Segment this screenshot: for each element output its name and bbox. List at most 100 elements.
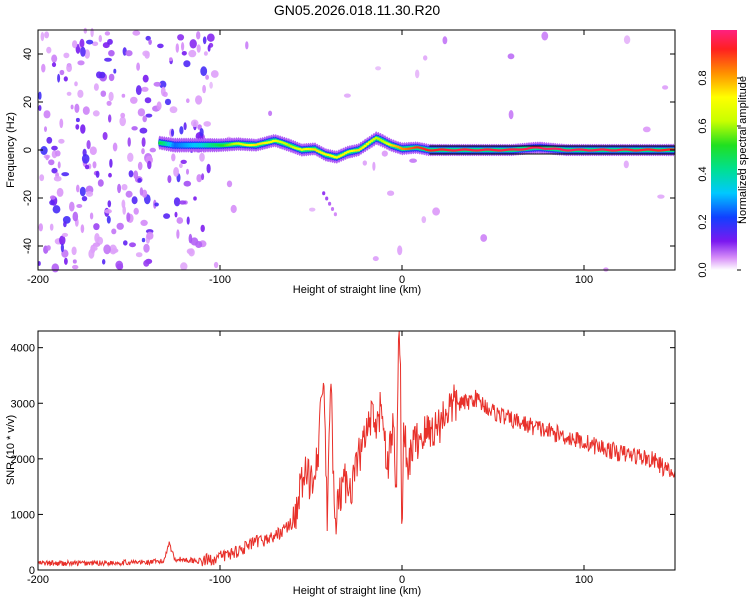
- colorbar-scale: [711, 30, 737, 270]
- spectrogram-noise: [37, 27, 669, 273]
- noise-blob: [77, 60, 85, 66]
- noise-blob: [58, 138, 65, 144]
- noise-blob: [77, 89, 84, 98]
- noise-blob: [46, 136, 53, 144]
- noise-blob: [81, 154, 90, 164]
- noise-blob: [372, 161, 376, 171]
- noise-blob: [76, 204, 83, 208]
- noise-blob: [372, 256, 379, 262]
- noise-blob: [95, 170, 100, 178]
- noise-blob: [442, 36, 448, 45]
- noise-blob: [642, 126, 651, 133]
- noise-blob: [226, 180, 233, 188]
- noise-blob: [89, 146, 97, 155]
- spectrogram-y-tick-label: -20: [22, 190, 34, 206]
- spectrogram-y-tick-label: 20: [22, 96, 34, 108]
- ridge-segment: [363, 144, 367, 147]
- noise-blob: [136, 62, 141, 71]
- noise-blob: [169, 57, 173, 62]
- noise-blob: [387, 190, 395, 196]
- snr-background: [38, 331, 675, 570]
- spectrogram-x-tick-label: 0: [399, 274, 405, 286]
- noise-blob: [100, 90, 107, 97]
- spectrogram-y-axis-label: Frequency (Hz): [5, 112, 17, 188]
- snr-y-axis-label: SNR (10 * v/v): [5, 415, 17, 485]
- noise-blob: [84, 49, 90, 59]
- noise-blob: [508, 110, 514, 120]
- noise-blob: [343, 93, 351, 98]
- noise-blob: [122, 205, 126, 215]
- noise-blob: [183, 122, 187, 131]
- ridge-segment: [370, 139, 374, 142]
- noise-blob: [156, 101, 162, 111]
- artifact-blob: [328, 201, 332, 206]
- noise-blob: [183, 180, 192, 187]
- noise-blob: [127, 152, 134, 162]
- noise-blob: [179, 126, 184, 135]
- noise-blob: [480, 234, 488, 242]
- noise-blob: [38, 105, 42, 111]
- noise-blob: [109, 244, 117, 255]
- noise-blob: [141, 189, 148, 198]
- noise-blob: [186, 98, 190, 103]
- noise-blob: [141, 86, 149, 92]
- noise-blob: [268, 110, 273, 117]
- snr-series-line: [37, 331, 676, 568]
- noise-blob: [107, 200, 112, 208]
- noise-blob: [199, 128, 204, 137]
- noise-blob: [146, 231, 154, 240]
- noise-blob: [132, 30, 141, 36]
- noise-blob: [196, 31, 201, 40]
- noise-blob: [196, 44, 201, 53]
- noise-blob: [173, 197, 181, 207]
- spectrogram-x-tick-label: -200: [27, 274, 49, 286]
- noise-blob: [91, 246, 98, 251]
- noise-blob: [176, 217, 184, 224]
- noise-blob: [108, 172, 112, 178]
- snr-x-tick-label: 0: [399, 574, 405, 586]
- noise-blob: [149, 147, 156, 153]
- noise-blob: [108, 114, 112, 123]
- snr-x-tick-label: -100: [209, 574, 231, 586]
- noise-blob: [51, 263, 60, 273]
- snr-y-tick-label: 0: [29, 565, 35, 577]
- noise-blob: [79, 38, 85, 48]
- noise-blob: [188, 248, 195, 257]
- noise-blob: [80, 224, 85, 234]
- noise-blob: [181, 42, 185, 51]
- snr-frame: [37, 330, 676, 571]
- noise-blob: [49, 223, 54, 231]
- noise-blob: [66, 91, 72, 96]
- noise-blob: [106, 215, 111, 224]
- noise-blob: [108, 91, 114, 102]
- noise-blob: [195, 241, 203, 248]
- snr-x-tick-label: -200: [27, 574, 49, 586]
- noise-blob: [200, 224, 205, 233]
- noise-blob: [80, 46, 86, 57]
- ridge-segment: [361, 146, 365, 149]
- noise-blob: [162, 91, 168, 98]
- noise-blob: [131, 126, 138, 131]
- noise-blob: [135, 252, 143, 258]
- noise-blob: [141, 237, 146, 243]
- noise-blob: [200, 66, 208, 77]
- noise-blob: [38, 223, 43, 232]
- noise-blob: [92, 110, 100, 117]
- noise-blob: [51, 54, 58, 63]
- noise-blob: [90, 27, 94, 38]
- noise-blob: [207, 44, 211, 52]
- noise-blob: [202, 84, 207, 94]
- noise-blob: [46, 245, 51, 251]
- noise-blob: [188, 233, 193, 244]
- spectrogram-ridge: [158, 131, 675, 164]
- noise-blob: [164, 98, 172, 106]
- noise-blob: [145, 113, 153, 118]
- noise-blob: [97, 179, 104, 187]
- noise-blob: [63, 221, 67, 228]
- snr-y-tick-label: 2000: [11, 454, 35, 466]
- colorbar-label: Normalized spectral amplitude: [737, 76, 749, 224]
- spectrogram-x-axis-label: Height of straight line (km): [293, 284, 421, 296]
- noise-blob: [56, 187, 64, 197]
- noise-blob: [415, 69, 420, 79]
- noise-blob: [96, 71, 103, 79]
